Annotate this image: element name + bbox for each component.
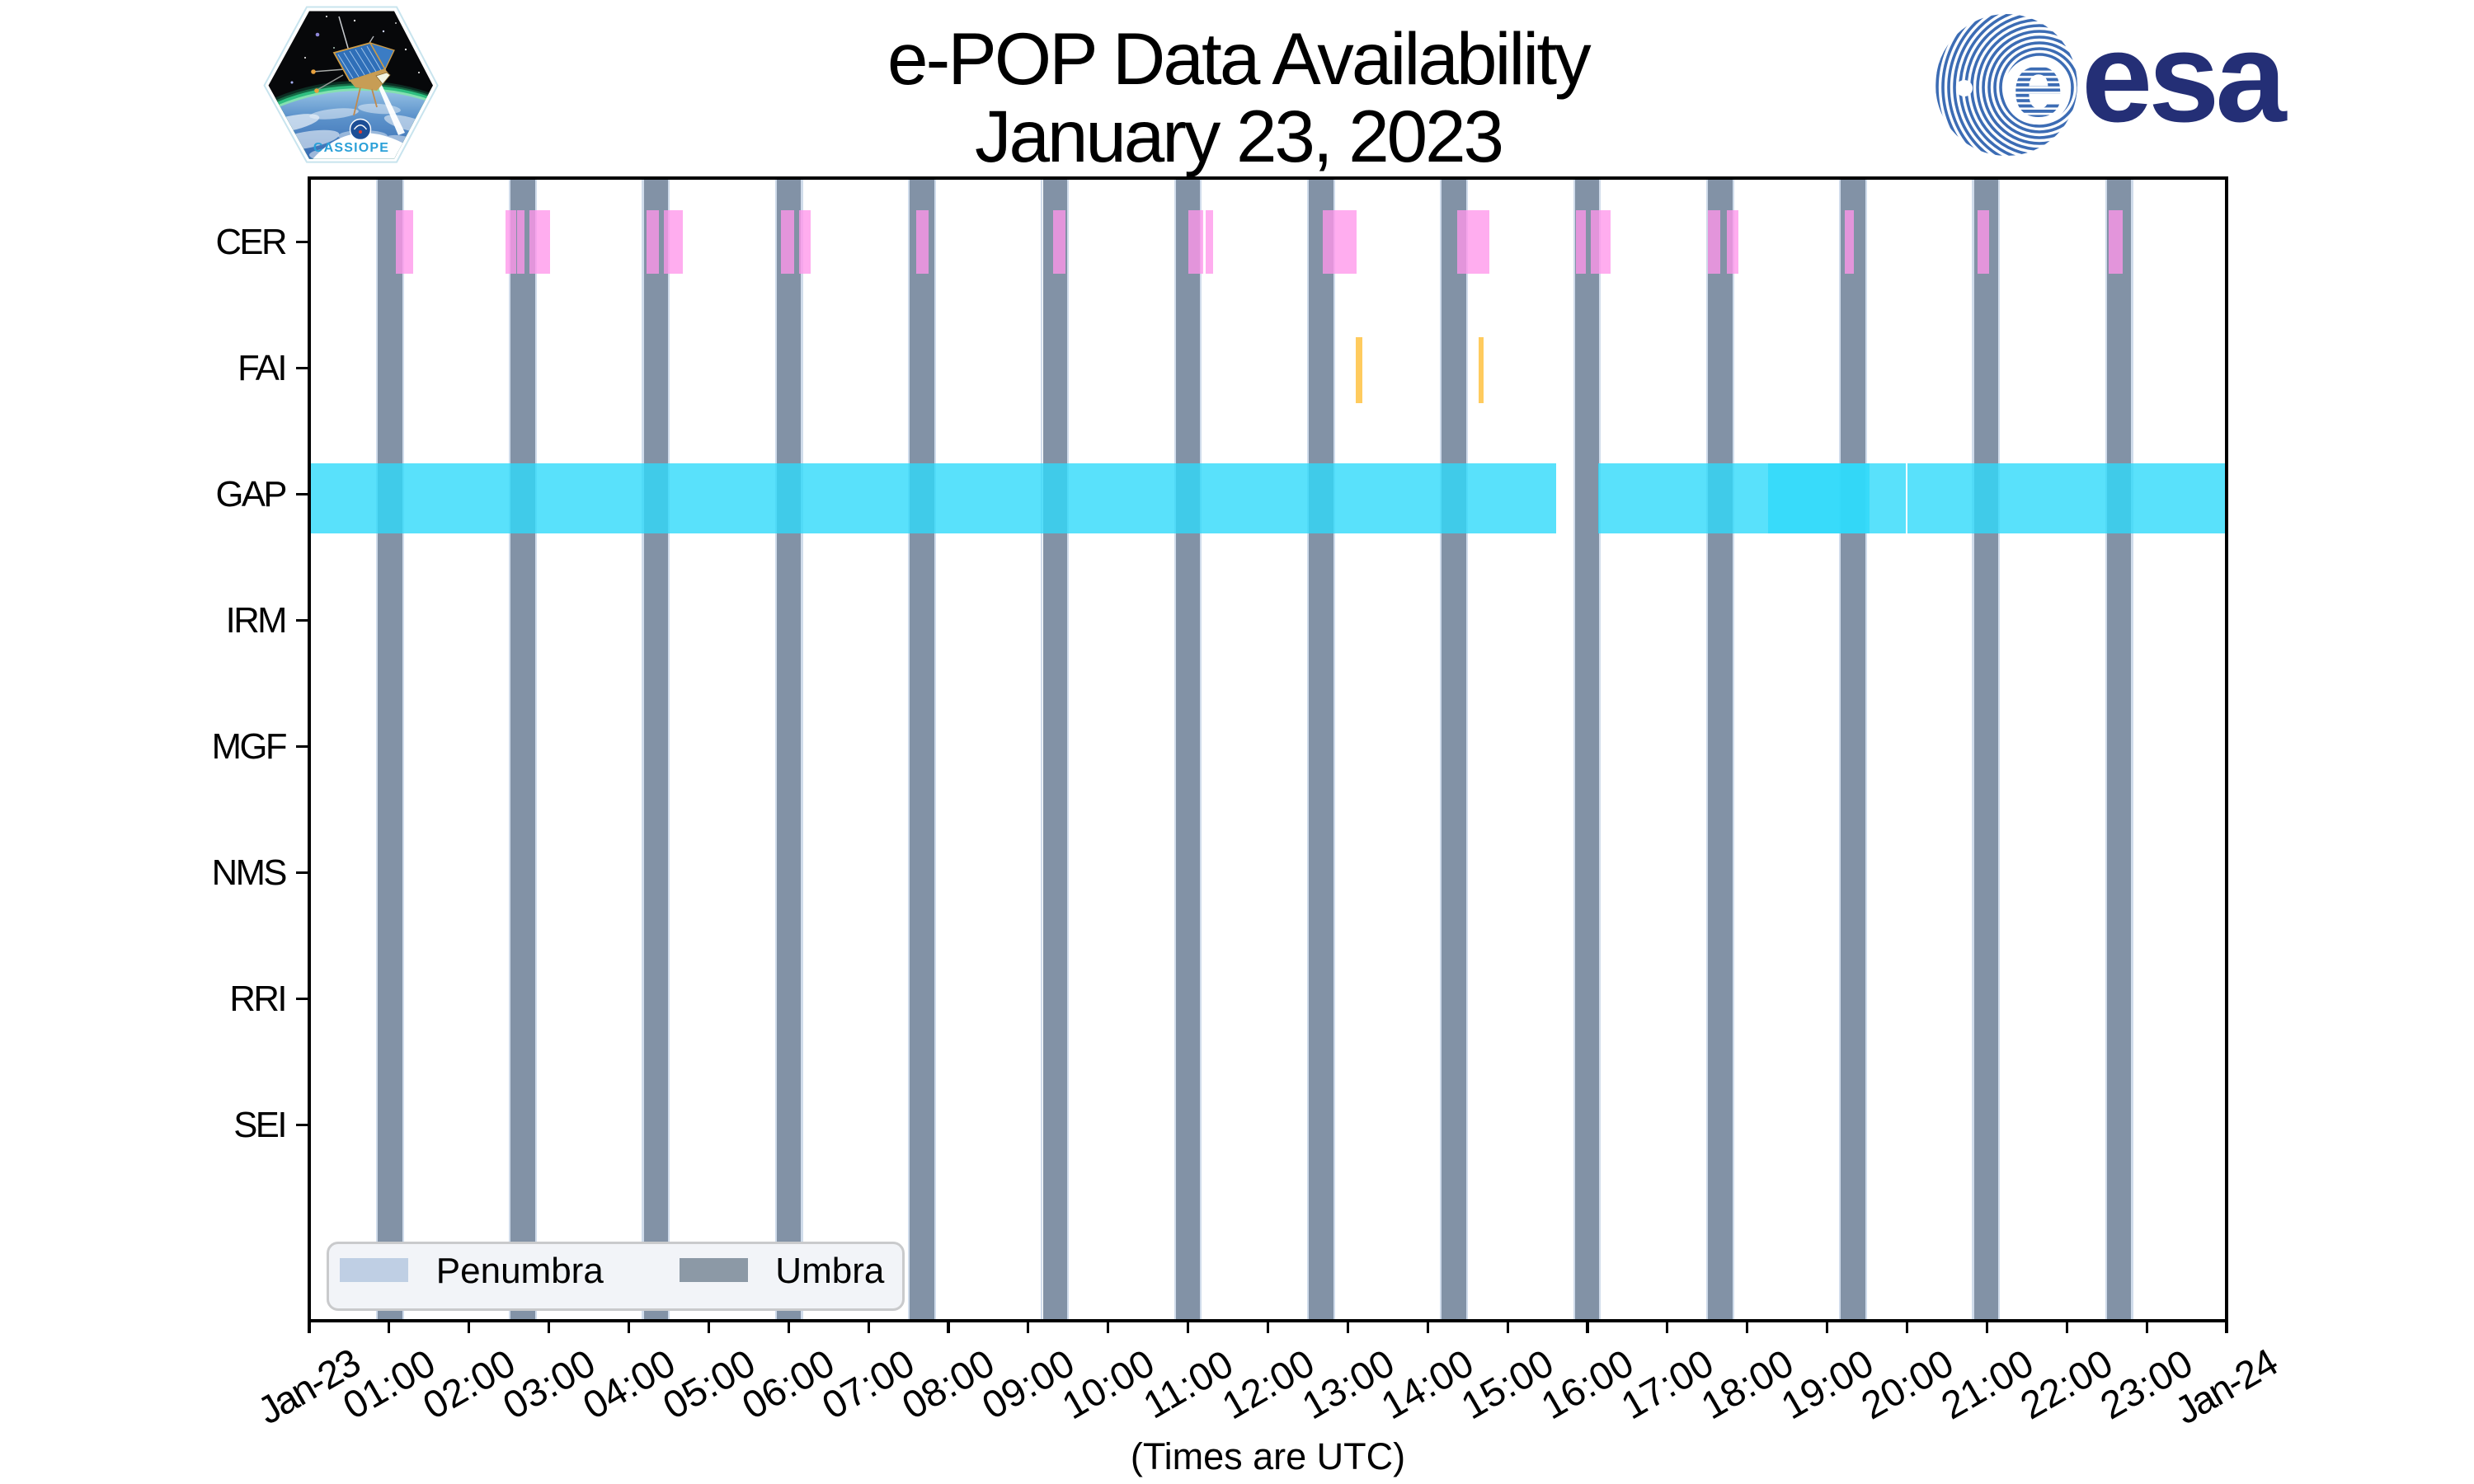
svg-text:esa: esa	[2081, 6, 2288, 148]
svg-text:e: e	[2012, 33, 2063, 136]
svg-text:CASSIOPE: CASSIOPE	[313, 141, 389, 155]
